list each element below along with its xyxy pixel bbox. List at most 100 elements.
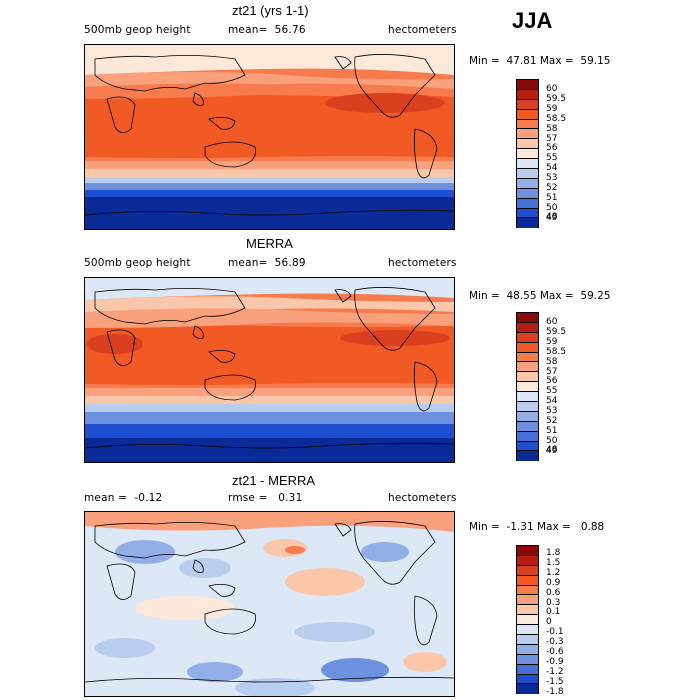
panel2-swatch-60 xyxy=(517,313,538,323)
panel3-mean: mean = -0.12 xyxy=(84,492,162,504)
panel3-max-value: 0.88 xyxy=(580,521,605,533)
panel1-max-label: Max = xyxy=(539,55,574,67)
panel1-swatch-52 xyxy=(517,178,538,189)
panel1-colorbar xyxy=(516,79,539,229)
panel1-swatch-54 xyxy=(517,159,538,170)
panel3-rmse-label: rmse = xyxy=(228,492,268,504)
panel2-min-label: Min = xyxy=(469,290,500,302)
panel3-colorbar-label: -1.5 xyxy=(546,676,564,687)
panel1-colorbar-label: 57 xyxy=(546,133,558,144)
panel2-swatch-58 xyxy=(517,352,538,363)
panel1-swatch-56 xyxy=(517,139,538,150)
panel1-colorbar-label: 51 xyxy=(546,192,558,203)
panel3-swatch-neg0.1 xyxy=(517,625,538,636)
panel2-colorbar-label: 54 xyxy=(546,396,558,407)
panel3-colorbar-label: 0.9 xyxy=(546,577,561,588)
panel1-colorbar-label: 56 xyxy=(546,143,558,154)
panel1-swatch-48 xyxy=(517,218,538,229)
panel2-swatch-57 xyxy=(517,362,538,373)
panel3-rmse-value: 0.31 xyxy=(278,492,303,504)
panel1-colorbar-label: 50 xyxy=(546,202,558,213)
panel3-swatch-0.6 xyxy=(517,585,538,596)
panel2-colorbar-label: 50 xyxy=(546,435,558,446)
panel2-colorbar-label: 58.5 xyxy=(546,346,567,357)
panel3-colorbar-label: -0.9 xyxy=(546,656,564,667)
panel2-colorbar-label: 52 xyxy=(546,416,558,426)
panel3-swatch-1.8 xyxy=(517,546,538,556)
panel2-colorbar-label: 55 xyxy=(546,386,558,397)
panel3-colorbar-label: -0.1 xyxy=(546,627,564,638)
panel2-colorbar-label: 59 xyxy=(546,336,558,347)
panel3-colorbar-label: -0.3 xyxy=(546,637,564,648)
panel3-swatch-0 xyxy=(517,615,538,626)
panel2-colorbar-label: 53 xyxy=(546,406,558,417)
panel1-swatch-51 xyxy=(517,188,538,199)
panel1-colorbar-label: 54 xyxy=(546,163,558,174)
panel2-swatch-59.5 xyxy=(517,322,538,333)
panel3-swatch-1.2 xyxy=(517,565,538,576)
panel3-swatch-1.5 xyxy=(517,555,538,566)
panel3-mean-value: -0.12 xyxy=(134,492,163,504)
panel3-swatch-neg1.5 xyxy=(517,674,538,685)
panel2-colorbar-label: 59.5 xyxy=(546,326,567,337)
panel2-title: MERRA xyxy=(246,236,293,251)
panel2-mean-label: mean= xyxy=(228,257,268,269)
panel1-min-max: Min = 47.81 Max = 59.15 xyxy=(469,55,610,67)
panel3-units: hectometers xyxy=(388,492,457,504)
panel2-swatch-58.5 xyxy=(517,342,538,353)
panel3-colorbar xyxy=(516,545,539,695)
panel2-colorbar-label: 51 xyxy=(546,425,558,436)
panel3-colorbar-label: -1.2 xyxy=(546,666,564,677)
panel1-colorbar-label: 58 xyxy=(546,123,558,134)
panel3-colorbar-label: 0.1 xyxy=(546,607,561,618)
panel1-swatch-59.5 xyxy=(517,89,538,100)
panel1-mean-label: mean= xyxy=(228,24,268,36)
panel1-swatch-57 xyxy=(517,129,538,140)
panel1-colorbar-label: 59.5 xyxy=(546,93,567,104)
panel2-swatch-52 xyxy=(517,411,538,422)
panel3-title: zt21 - MERRA xyxy=(232,473,316,488)
season-label: JJA xyxy=(512,8,553,33)
panel3-colorbar-label: -1.8 xyxy=(546,686,564,697)
panel1-swatch-49 xyxy=(517,208,538,219)
panel1-colorbar-label: 49 xyxy=(546,212,558,223)
panel3-swatch-0.3 xyxy=(517,595,538,606)
panel3-max-label: Max = xyxy=(536,521,571,533)
panel2-swatch-59 xyxy=(517,332,538,343)
panel1-units: hectometers xyxy=(388,24,457,36)
panel1-swatch-58.5 xyxy=(517,109,538,120)
panel2-colorbar-label: 57 xyxy=(546,366,558,377)
panel2-swatch-51 xyxy=(517,421,538,432)
panel3-rmse: rmse = 0.31 xyxy=(228,492,302,504)
panel3-colorbar-label: 0.3 xyxy=(546,597,561,608)
panel3-swatch-neg1.2 xyxy=(517,664,538,675)
panel3-swatch-neg0.3 xyxy=(517,635,538,645)
panel2-mean-value: 56.89 xyxy=(274,257,306,269)
panel1-mean-value: 56.76 xyxy=(274,24,306,36)
panel1-swatch-53 xyxy=(517,169,538,179)
panel1-min-value: 47.81 xyxy=(506,55,537,67)
panel2-max-label: Max = xyxy=(539,290,574,302)
panel1-colorbar-label: 52 xyxy=(546,183,558,193)
panel3-colorbar-label: 1.8 xyxy=(546,548,561,558)
panel2-swatch-49 xyxy=(517,441,538,452)
panel1-swatch-59 xyxy=(517,99,538,110)
panel2-colorbar-label: 58 xyxy=(546,356,558,367)
panel1-colorbar-label: 53 xyxy=(546,173,558,184)
panel3-swatch-0.9 xyxy=(517,575,538,586)
panel1-mean: mean= 56.76 xyxy=(228,24,306,36)
panel1-map xyxy=(84,44,455,230)
panel2-colorbar-label: 60 xyxy=(546,317,558,327)
panel1-colorbar-label: 58.5 xyxy=(546,113,567,124)
panel2-max-value: 59.25 xyxy=(580,290,611,302)
panel3-swatch-neg1.8 xyxy=(517,684,538,695)
panel1-min-label: Min = xyxy=(469,55,500,67)
panel1-colorbar-label: 48 xyxy=(546,212,558,222)
panel2-swatch-48 xyxy=(517,451,538,462)
panel3-colorbar-label: 0.6 xyxy=(546,587,561,598)
panel2-colorbar-label: 56 xyxy=(546,376,558,387)
panel2-colorbar xyxy=(516,312,539,462)
panel3-colorbar-label: 1.5 xyxy=(546,557,561,568)
panel1-swatch-58 xyxy=(517,119,538,130)
panel3-mean-label: mean = xyxy=(84,492,128,504)
